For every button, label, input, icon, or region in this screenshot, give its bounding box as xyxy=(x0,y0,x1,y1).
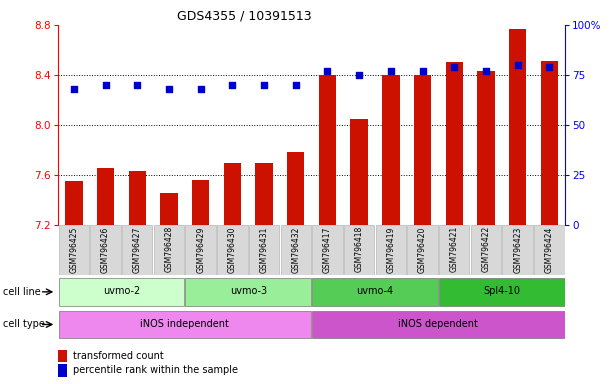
Text: GSM796425: GSM796425 xyxy=(70,226,78,273)
Bar xyxy=(414,75,431,225)
Bar xyxy=(58,364,67,377)
Text: GSM796429: GSM796429 xyxy=(196,226,205,273)
Point xyxy=(544,64,554,70)
Text: uvmo-2: uvmo-2 xyxy=(103,286,140,296)
Text: GSM796426: GSM796426 xyxy=(101,226,110,273)
Point xyxy=(259,82,269,88)
Text: GSM796427: GSM796427 xyxy=(133,226,142,273)
Bar xyxy=(217,225,247,275)
Text: GSM796419: GSM796419 xyxy=(386,226,395,273)
Text: transformed count: transformed count xyxy=(73,351,164,361)
Bar xyxy=(186,278,311,306)
Bar xyxy=(408,225,437,275)
Bar xyxy=(154,225,184,275)
Point xyxy=(291,82,301,88)
Bar xyxy=(439,225,469,275)
Point xyxy=(354,72,364,78)
Point xyxy=(164,86,174,92)
Bar xyxy=(59,311,311,338)
Bar xyxy=(319,75,336,225)
Point xyxy=(418,68,428,74)
Text: cell line: cell line xyxy=(3,287,41,297)
Text: GSM796421: GSM796421 xyxy=(450,226,459,272)
Bar xyxy=(249,225,279,275)
Bar xyxy=(59,225,89,275)
Bar xyxy=(287,152,304,225)
Bar xyxy=(97,169,114,225)
Point xyxy=(386,68,396,74)
Bar xyxy=(534,225,565,275)
Text: GSM796423: GSM796423 xyxy=(513,226,522,273)
Bar xyxy=(59,278,184,306)
Bar xyxy=(351,119,368,225)
Point xyxy=(513,62,522,68)
Text: Spl4-10: Spl4-10 xyxy=(483,286,521,296)
Point xyxy=(133,82,142,88)
Text: GSM796428: GSM796428 xyxy=(164,226,174,272)
Text: GDS4355 / 10391513: GDS4355 / 10391513 xyxy=(177,10,312,23)
Text: iNOS dependent: iNOS dependent xyxy=(398,319,478,329)
Bar xyxy=(382,75,400,225)
Text: GSM796422: GSM796422 xyxy=(481,226,491,272)
Text: GSM796418: GSM796418 xyxy=(354,226,364,272)
Bar xyxy=(160,194,178,225)
Point xyxy=(69,86,79,92)
Bar xyxy=(477,71,495,225)
Bar xyxy=(186,225,216,275)
Text: GSM796420: GSM796420 xyxy=(418,226,427,273)
Bar xyxy=(439,278,565,306)
Text: GSM796431: GSM796431 xyxy=(260,226,269,273)
Bar xyxy=(90,225,121,275)
Text: GSM796430: GSM796430 xyxy=(228,226,237,273)
Point xyxy=(101,82,111,88)
Bar xyxy=(255,164,273,225)
Bar xyxy=(445,63,463,225)
Bar xyxy=(58,350,67,362)
Bar xyxy=(312,225,343,275)
Bar xyxy=(502,225,533,275)
Bar xyxy=(280,225,311,275)
Point xyxy=(449,64,459,70)
Bar xyxy=(541,61,558,225)
Text: cell type: cell type xyxy=(3,319,45,329)
Text: iNOS independent: iNOS independent xyxy=(141,319,229,329)
Text: percentile rank within the sample: percentile rank within the sample xyxy=(73,366,238,376)
Bar xyxy=(192,180,210,225)
Text: GSM796424: GSM796424 xyxy=(545,226,554,273)
Bar xyxy=(376,225,406,275)
Bar xyxy=(224,164,241,225)
Bar xyxy=(312,311,565,338)
Bar xyxy=(65,181,82,225)
Text: uvmo-4: uvmo-4 xyxy=(356,286,393,296)
Bar xyxy=(122,225,153,275)
Text: uvmo-3: uvmo-3 xyxy=(230,286,267,296)
Point xyxy=(196,86,205,92)
Text: GSM796432: GSM796432 xyxy=(291,226,300,273)
Bar xyxy=(470,225,501,275)
Bar xyxy=(344,225,375,275)
Point xyxy=(227,82,237,88)
Point xyxy=(323,68,332,74)
Bar xyxy=(509,29,526,225)
Bar xyxy=(128,171,146,225)
Text: GSM796417: GSM796417 xyxy=(323,226,332,273)
Bar xyxy=(312,278,437,306)
Point xyxy=(481,68,491,74)
